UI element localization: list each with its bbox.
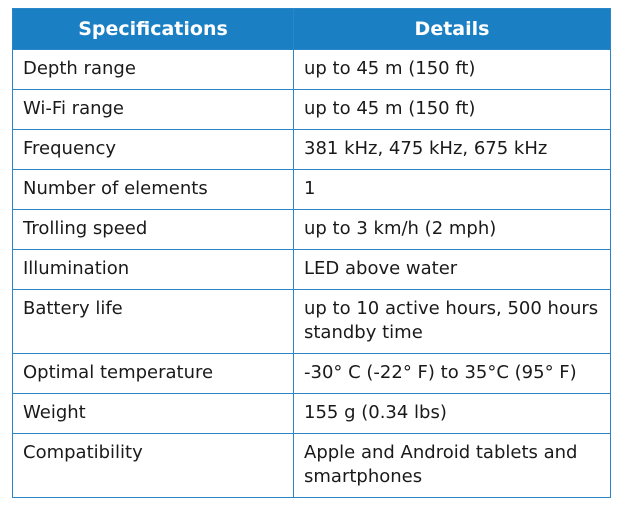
table-row: Depth range up to 45 m (150 ft) (12, 49, 611, 90)
spec-cell: Wi-Fi range (12, 89, 294, 130)
detail-cell: LED above water (293, 249, 611, 290)
spec-cell: Compatibility (12, 433, 294, 498)
spec-cell: Weight (12, 393, 294, 434)
detail-cell: up to 10 active hours, 500 hours standby… (293, 289, 611, 354)
spec-cell: Optimal temperature (12, 353, 294, 394)
table-row: Optimal temperature -30° C (-22° F) to 35… (12, 353, 611, 394)
detail-cell: Apple and Android tablets and smartphone… (293, 433, 611, 498)
table-body: Depth range up to 45 m (150 ft) Wi-Fi rang… (12, 49, 611, 498)
spec-cell: Illumination (12, 249, 294, 290)
header-cell: Specifications (12, 8, 294, 50)
detail-cell: 381 kHz, 475 kHz, 675 kHz (293, 129, 611, 170)
header-row: Specifications Details (12, 8, 611, 50)
table-row: Number of elements 1 (12, 169, 611, 210)
spec-table: Specifications Details Depth range up to 4… (12, 8, 611, 498)
detail-cell: up to 45 m (150 ft) (293, 89, 611, 130)
detail-cell: up to 3 km/h (2 mph) (293, 209, 611, 250)
spec-cell: Battery life (12, 289, 294, 354)
detail-cell: 155 g (0.34 lbs) (293, 393, 611, 434)
header-cell: Details (293, 8, 611, 50)
table-row: Trolling speed up to 3 km/h (2 mph) (12, 209, 611, 250)
spec-cell: Number of elements (12, 169, 294, 210)
table-row: Wi-Fi range up to 45 m (150 ft) (12, 89, 611, 130)
table-row: Weight 155 g (0.34 lbs) (12, 393, 611, 434)
detail-cell: -30° C (-22° F) to 35°C (95° F) (293, 353, 611, 394)
table-row: Compatibility Apple and Android tablets a… (12, 433, 611, 498)
spec-cell: Depth range (12, 49, 294, 90)
detail-cell: 1 (293, 169, 611, 210)
spec-cell: Trolling speed (12, 209, 294, 250)
detail-cell: up to 45 m (150 ft) (293, 49, 611, 90)
table-row: Frequency 381 kHz, 475 kHz, 675 kHz (12, 129, 611, 170)
spec-cell: Frequency (12, 129, 294, 170)
table-row: Battery life up to 10 active hours, 500 h… (12, 289, 611, 354)
table-row: Illumination LED above water (12, 249, 611, 290)
